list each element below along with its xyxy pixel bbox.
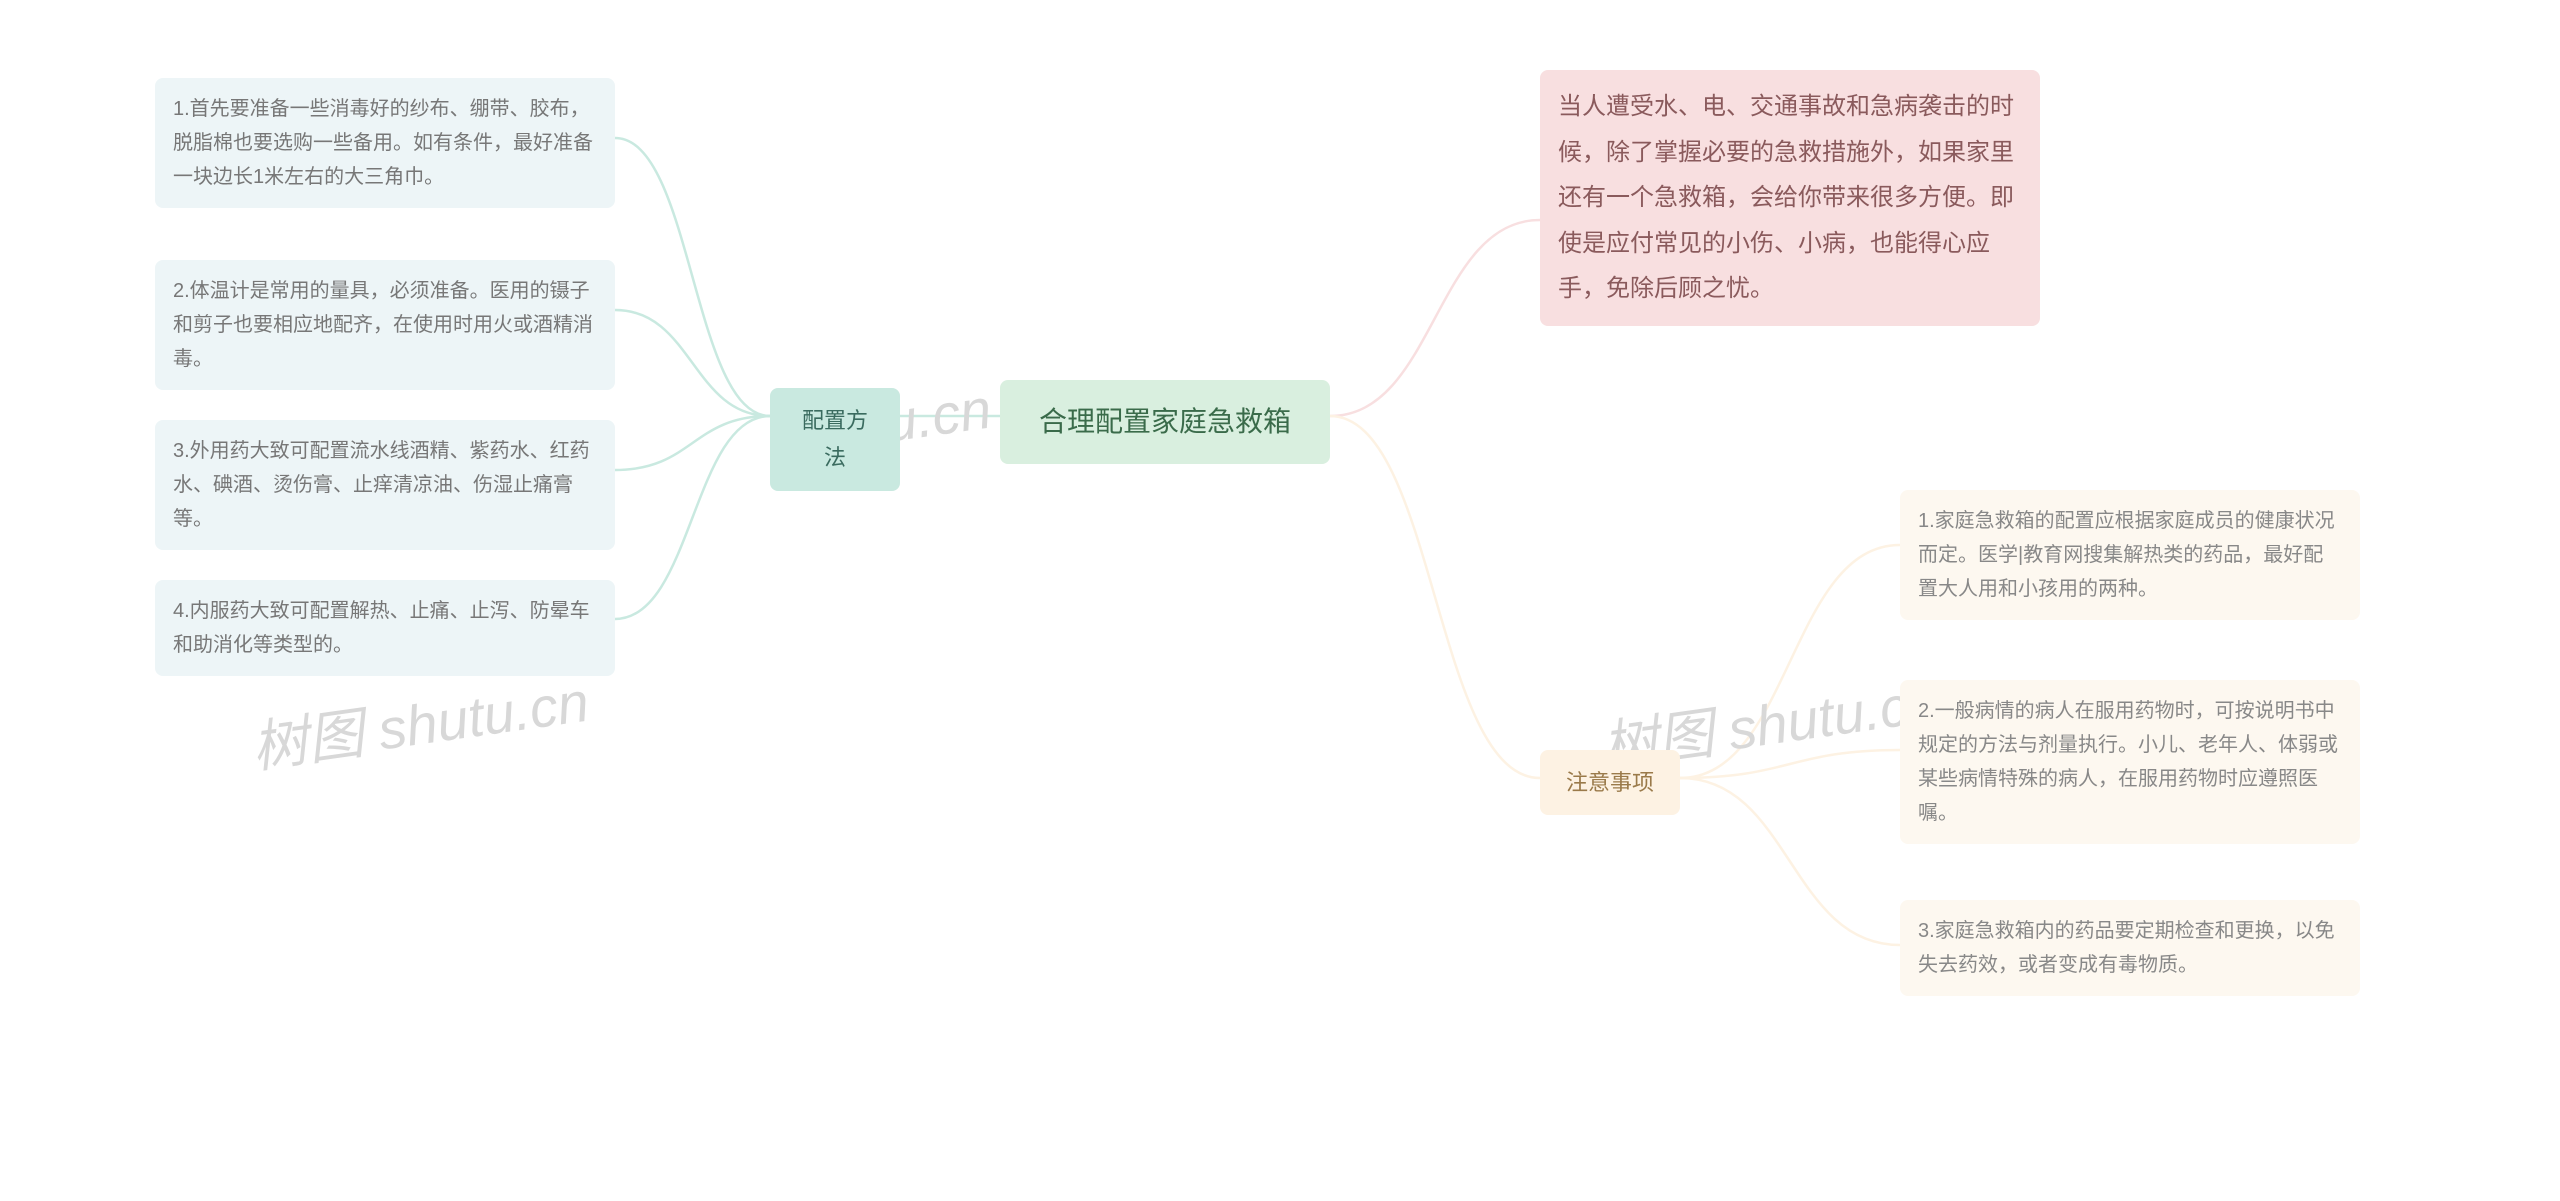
- right-leaf-3: 3.家庭急救箱内的药品要定期检查和更换，以免失去药效，或者变成有毒物质。: [1900, 900, 2360, 996]
- right-leaf-1: 1.家庭急救箱的配置应根据家庭成员的健康状况而定。医学|教育网搜集解热类的药品，…: [1900, 490, 2360, 620]
- left-leaf-2: 2.体温计是常用的量具，必须准备。医用的镊子和剪子也要相应地配齐，在使用时用火或…: [155, 260, 615, 390]
- center-node: 合理配置家庭急救箱: [1000, 380, 1330, 464]
- right-leaf-2: 2.一般病情的病人在服用药物时，可按说明书中规定的方法与剂量执行。小儿、老年人、…: [1900, 680, 2360, 844]
- branch-config-method: 配置方法: [770, 388, 900, 491]
- left-leaf-3: 3.外用药大致可配置流水线酒精、紫药水、红药水、碘酒、烫伤膏、止痒清凉油、伤湿止…: [155, 420, 615, 550]
- left-leaf-4: 4.内服药大致可配置解热、止痛、止泻、防晕车和助消化等类型的。: [155, 580, 615, 676]
- left-leaf-1: 1.首先要准备一些消毒好的纱布、绷带、胶布，脱脂棉也要选购一些备用。如有条件，最…: [155, 78, 615, 208]
- branch-notes: 注意事项: [1540, 750, 1680, 815]
- intro-node: 当人遭受水、电、交通事故和急病袭击的时候，除了掌握必要的急救措施外，如果家里还有…: [1540, 70, 2040, 326]
